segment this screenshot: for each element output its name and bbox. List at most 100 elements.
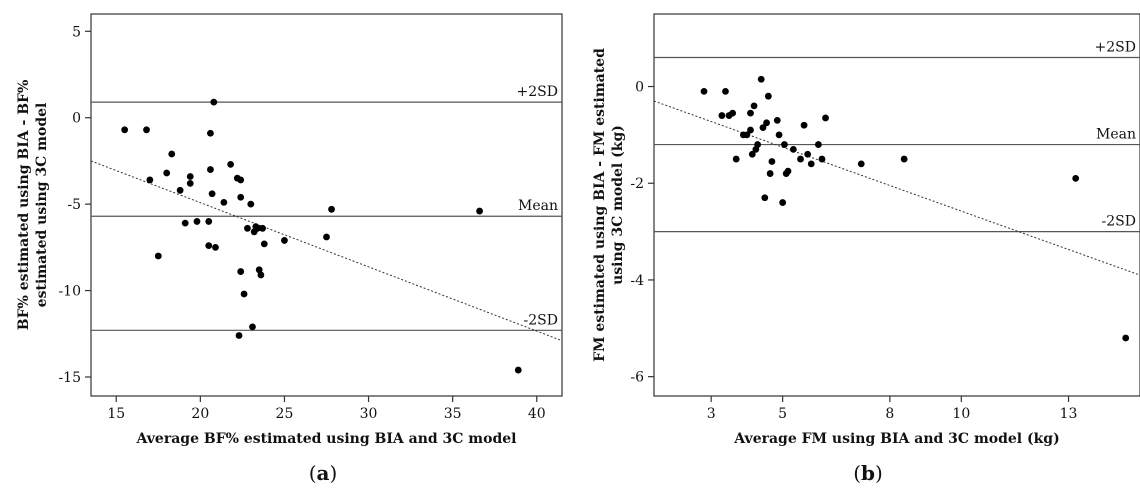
x-tick-label: 10 bbox=[952, 406, 970, 422]
data-point bbox=[328, 205, 335, 213]
reference-line-label: -2SD bbox=[524, 312, 558, 328]
data-point bbox=[784, 167, 792, 175]
data-point bbox=[718, 112, 726, 119]
data-point bbox=[514, 366, 522, 374]
panel-label: (a) bbox=[309, 461, 338, 485]
data-point bbox=[244, 224, 251, 232]
x-tick-label: 3 bbox=[707, 406, 716, 422]
data-point bbox=[240, 290, 248, 298]
data-point bbox=[750, 102, 758, 110]
data-point bbox=[754, 141, 762, 148]
x-tick-label: 30 bbox=[360, 406, 378, 422]
data-point bbox=[207, 129, 214, 137]
data-point bbox=[763, 119, 770, 127]
panel-label: (b) bbox=[853, 461, 883, 485]
data-point bbox=[146, 176, 154, 184]
data-point bbox=[797, 155, 804, 163]
y-tick-label: -6 bbox=[630, 370, 644, 386]
data-point bbox=[227, 160, 235, 168]
data-point bbox=[249, 323, 256, 331]
data-point bbox=[1122, 334, 1130, 342]
data-point bbox=[208, 190, 216, 198]
data-point bbox=[781, 141, 788, 148]
data-point bbox=[176, 186, 184, 194]
data-point bbox=[732, 155, 740, 163]
data-point bbox=[800, 121, 808, 129]
trend-line bbox=[90, 160, 563, 342]
data-point bbox=[748, 150, 756, 158]
y-tick-label: 0 bbox=[72, 111, 81, 127]
data-point bbox=[747, 126, 754, 134]
reference-line-label: +2SD bbox=[1095, 40, 1136, 56]
data-point bbox=[121, 126, 129, 134]
data-point bbox=[743, 131, 751, 139]
y-tick-label: -2 bbox=[630, 176, 644, 192]
data-point bbox=[775, 131, 783, 139]
data-point bbox=[1072, 175, 1080, 182]
plot-frame bbox=[653, 13, 1140, 397]
y-axis-label: using 3C model (kg) bbox=[610, 125, 626, 285]
data-point bbox=[163, 169, 171, 177]
trend-line bbox=[653, 100, 1140, 276]
reference-line-label: Mean bbox=[518, 198, 558, 214]
data-point bbox=[212, 243, 219, 251]
y-axis-label: estimated using 3C model bbox=[34, 103, 50, 308]
y-tick-label: -10 bbox=[58, 284, 81, 300]
data-point bbox=[259, 224, 266, 232]
x-tick-label: 5 bbox=[778, 406, 787, 422]
y-tick-label: 5 bbox=[72, 24, 81, 40]
data-point bbox=[281, 237, 288, 244]
data-point bbox=[247, 200, 255, 208]
y-axis-label: FM estimated using BIA - FM estimated bbox=[592, 48, 608, 362]
data-point bbox=[143, 126, 150, 134]
y-tick-label: -15 bbox=[58, 370, 81, 386]
x-axis-label: Average BF% estimated using BIA and 3C m… bbox=[136, 431, 517, 447]
data-point bbox=[814, 141, 822, 148]
data-point bbox=[761, 194, 769, 202]
plot-frame bbox=[90, 13, 563, 397]
data-point bbox=[323, 233, 330, 241]
data-point bbox=[768, 158, 776, 165]
data-point bbox=[764, 92, 772, 100]
x-tick-label: 35 bbox=[444, 406, 462, 422]
x-tick-label: 13 bbox=[1060, 406, 1078, 422]
data-point bbox=[260, 240, 268, 248]
data-point bbox=[207, 166, 214, 173]
data-point bbox=[773, 116, 781, 124]
y-tick-label: -4 bbox=[630, 273, 644, 289]
data-point bbox=[857, 160, 865, 168]
data-point bbox=[818, 155, 826, 163]
data-point bbox=[255, 266, 263, 274]
panel-b-chart: 3 5 8 10 13 0 -2 -4 -6 +2SD Mean -2SD Average FM usi… bbox=[592, 13, 1140, 485]
data-point bbox=[186, 179, 194, 187]
y-tick-label: 0 bbox=[635, 80, 644, 96]
data-point bbox=[757, 75, 765, 83]
data-point bbox=[722, 87, 729, 95]
data-point bbox=[235, 332, 243, 339]
data-point bbox=[900, 155, 908, 163]
data-point bbox=[220, 199, 228, 206]
x-tick-label: 25 bbox=[276, 406, 294, 422]
data-point bbox=[729, 109, 737, 117]
data-point bbox=[700, 87, 708, 95]
data-point bbox=[779, 199, 787, 206]
data-point bbox=[193, 218, 201, 225]
data-point bbox=[476, 207, 483, 215]
data-point bbox=[254, 224, 261, 232]
data-point bbox=[822, 114, 829, 122]
data-point bbox=[205, 242, 213, 250]
data-point bbox=[804, 150, 812, 158]
data-point bbox=[759, 124, 767, 132]
panel-a-chart: 15 20 25 30 35 40 5 0 -5 -10 -15 +2SD Mean -2SD Averag… bbox=[16, 13, 563, 485]
x-tick-label: 40 bbox=[528, 406, 546, 422]
data-point bbox=[237, 268, 245, 275]
data-point bbox=[186, 173, 194, 180]
reference-line-label: +2SD bbox=[517, 84, 558, 100]
data-point bbox=[789, 145, 797, 153]
data-point bbox=[257, 271, 265, 279]
data-point bbox=[766, 170, 774, 177]
y-tick-label: -5 bbox=[67, 197, 81, 213]
x-tick-label: 20 bbox=[191, 406, 209, 422]
data-point bbox=[237, 176, 245, 184]
reference-line-label: Mean bbox=[1096, 127, 1136, 143]
